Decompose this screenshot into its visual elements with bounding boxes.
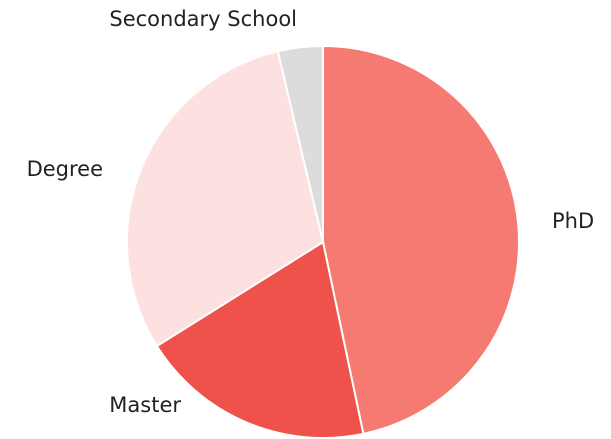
slice-label: PhD	[552, 209, 594, 233]
slice-label: Secondary School	[109, 7, 297, 31]
pie-slice	[322, 44, 520, 435]
pie-slice	[155, 240, 365, 439]
slice-label: Degree	[27, 157, 103, 181]
pie-slice	[276, 44, 324, 243]
pie-slice	[126, 50, 325, 348]
slice-label: Master	[109, 393, 181, 417]
